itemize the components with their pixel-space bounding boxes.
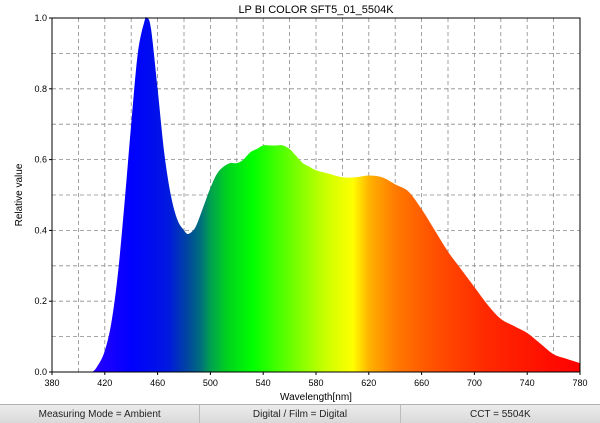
y-tick-label: 0.0 — [34, 367, 47, 377]
x-tick-label: 580 — [308, 378, 323, 388]
y-tick-label: 0.4 — [34, 225, 47, 235]
x-tick-label: 500 — [203, 378, 218, 388]
x-tick-label: 540 — [256, 378, 271, 388]
x-tick-label: 420 — [97, 378, 112, 388]
y-tick-label: 0.6 — [34, 155, 47, 165]
chart-title: LP BI COLOR SFT5_01_5504K — [238, 4, 394, 16]
x-tick-label: 460 — [150, 378, 165, 388]
y-tick-label: 1.0 — [34, 13, 47, 23]
x-tick-label: 620 — [361, 378, 376, 388]
x-axis-ticks: 380 420 460 500 540 580 620 660 700 740 780 — [44, 372, 588, 388]
x-tick-label: 700 — [467, 378, 482, 388]
x-tick-label: 380 — [44, 378, 59, 388]
spectrum-chart: LP BI COLOR SFT5_01_5504K 380 420 460 500 54… — [14, 4, 588, 403]
digital-film-cell: Digital / Film = Digital — [199, 405, 400, 423]
y-axis-ticks: 0.0 0.2 0.4 0.6 0.8 1.0 — [34, 13, 52, 377]
x-tick-label: 780 — [572, 378, 587, 388]
y-axis-label: Relative value — [14, 163, 25, 226]
y-tick-label: 0.8 — [34, 84, 47, 94]
x-axis-label: Wavelength[nm] — [280, 392, 352, 403]
x-tick-label: 740 — [520, 378, 535, 388]
measuring-mode-cell: Measuring Mode = Ambient — [0, 405, 200, 423]
x-tick-label: 660 — [414, 378, 429, 388]
y-tick-label: 0.2 — [34, 296, 47, 306]
spectrum-area — [52, 17, 580, 373]
status-bar: Measuring Mode = Ambient Digital / Film … — [0, 404, 600, 423]
cct-cell: CCT = 5504K — [399, 405, 600, 423]
